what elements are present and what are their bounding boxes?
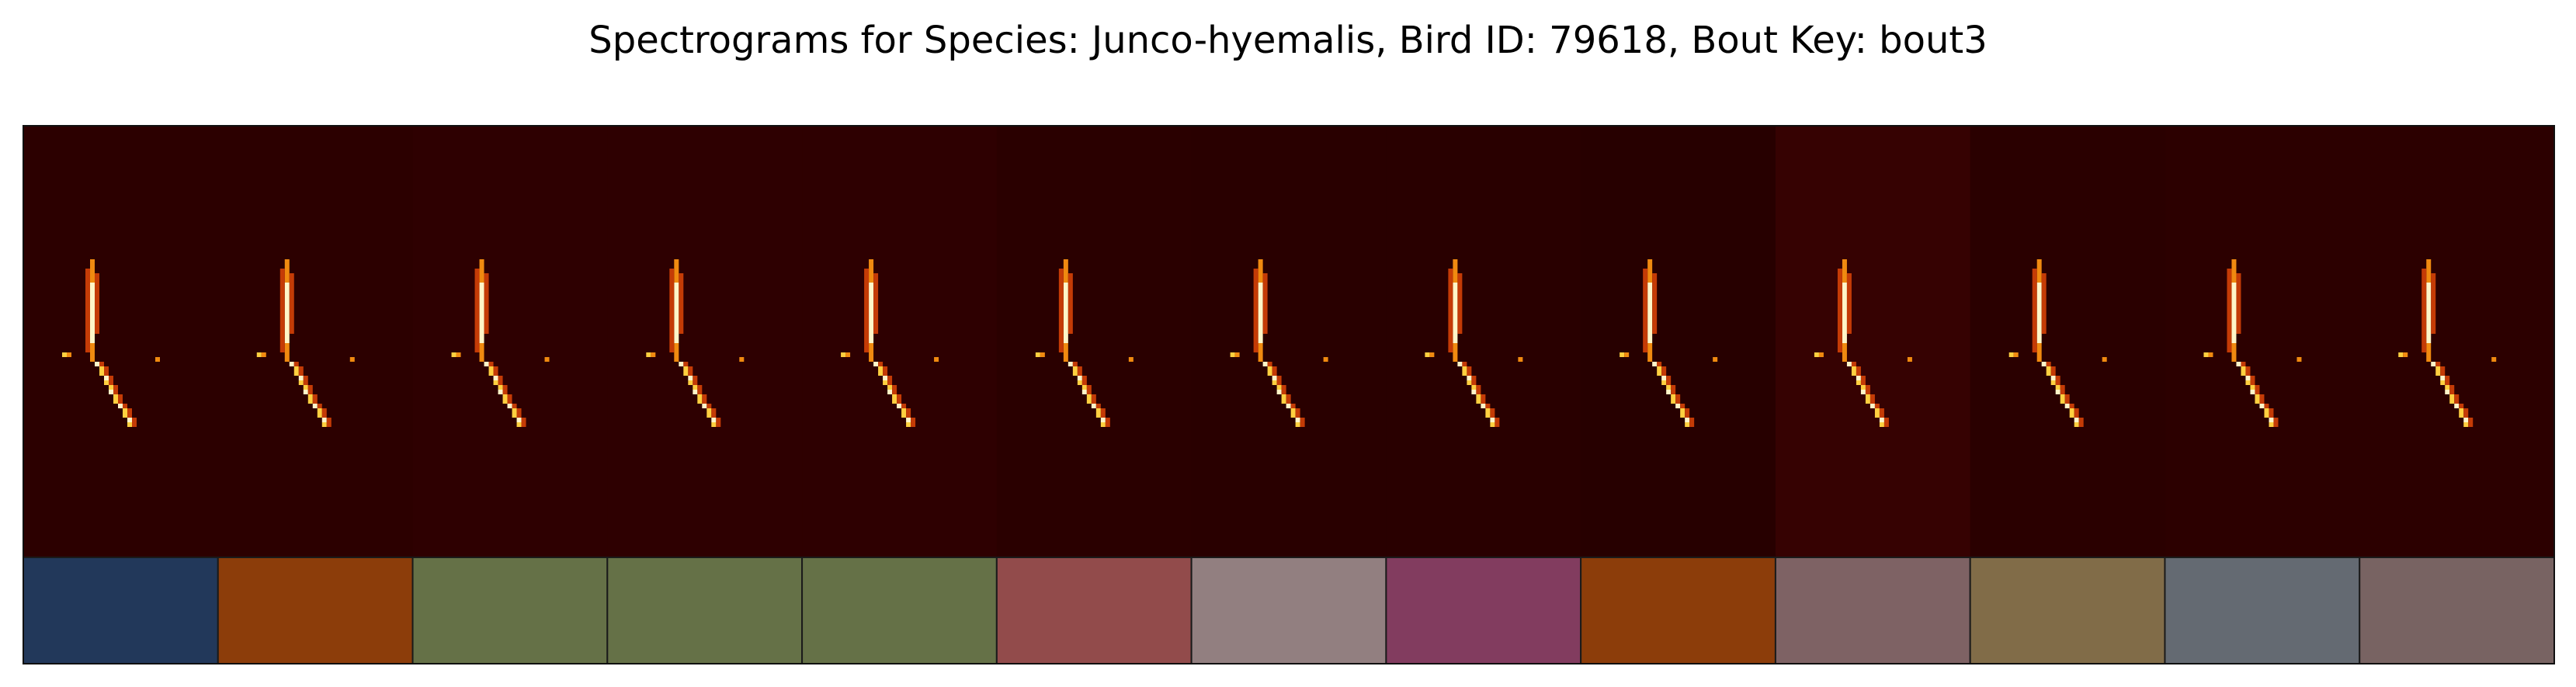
spectrogram-panel-1	[23, 126, 219, 557]
spectrogram-panel-12	[2165, 126, 2360, 557]
syllable-12	[2203, 259, 2302, 427]
plot-frame	[23, 125, 2555, 664]
spectrogram-panel-11	[1970, 126, 2165, 557]
spectrogram-panel-7	[1191, 126, 1387, 557]
label-cell-6	[995, 557, 1193, 664]
spectrogram-panel-13	[2359, 126, 2555, 557]
label-cell-11	[1969, 557, 2166, 664]
label-cell-12	[2164, 557, 2361, 664]
syllable-2	[256, 259, 355, 427]
syllable-13	[2398, 259, 2497, 427]
syllable-5	[841, 259, 939, 427]
label-cell-2	[217, 557, 414, 664]
syllable-11	[2008, 259, 2107, 427]
label-cell-9	[1580, 557, 1776, 664]
label-cell-1	[23, 557, 219, 664]
spectrogram-panel-9	[1581, 126, 1776, 557]
syllable-6	[1035, 259, 1134, 427]
label-cell-7	[1190, 557, 1387, 664]
syllable-8	[1425, 259, 1523, 427]
label-cell-5	[801, 557, 998, 664]
syllable-4	[646, 259, 745, 427]
syllable-10	[1814, 259, 1912, 427]
spectrogram-panel-3	[412, 126, 608, 557]
spectrogram-panel-5	[802, 126, 998, 557]
spectrogram-panel-2	[217, 126, 414, 557]
spectrogram-panel-4	[607, 126, 803, 557]
label-cell-8	[1385, 557, 1582, 664]
syllable-3	[451, 259, 550, 427]
label-cell-10	[1774, 557, 1971, 664]
syllable-7	[1230, 259, 1328, 427]
label-cell-13	[2359, 557, 2555, 664]
label-cell-4	[606, 557, 804, 664]
label-cell-3	[411, 557, 609, 664]
spectrogram-panel-6	[996, 126, 1193, 557]
syllable-9	[1620, 259, 1718, 427]
spectrogram-panel-10	[1775, 126, 1971, 557]
syllable-1	[62, 259, 160, 427]
chart-title: Spectrograms for Species: Junco-hyemalis…	[588, 19, 1988, 62]
spectrogram-panel-8	[1386, 126, 1581, 557]
